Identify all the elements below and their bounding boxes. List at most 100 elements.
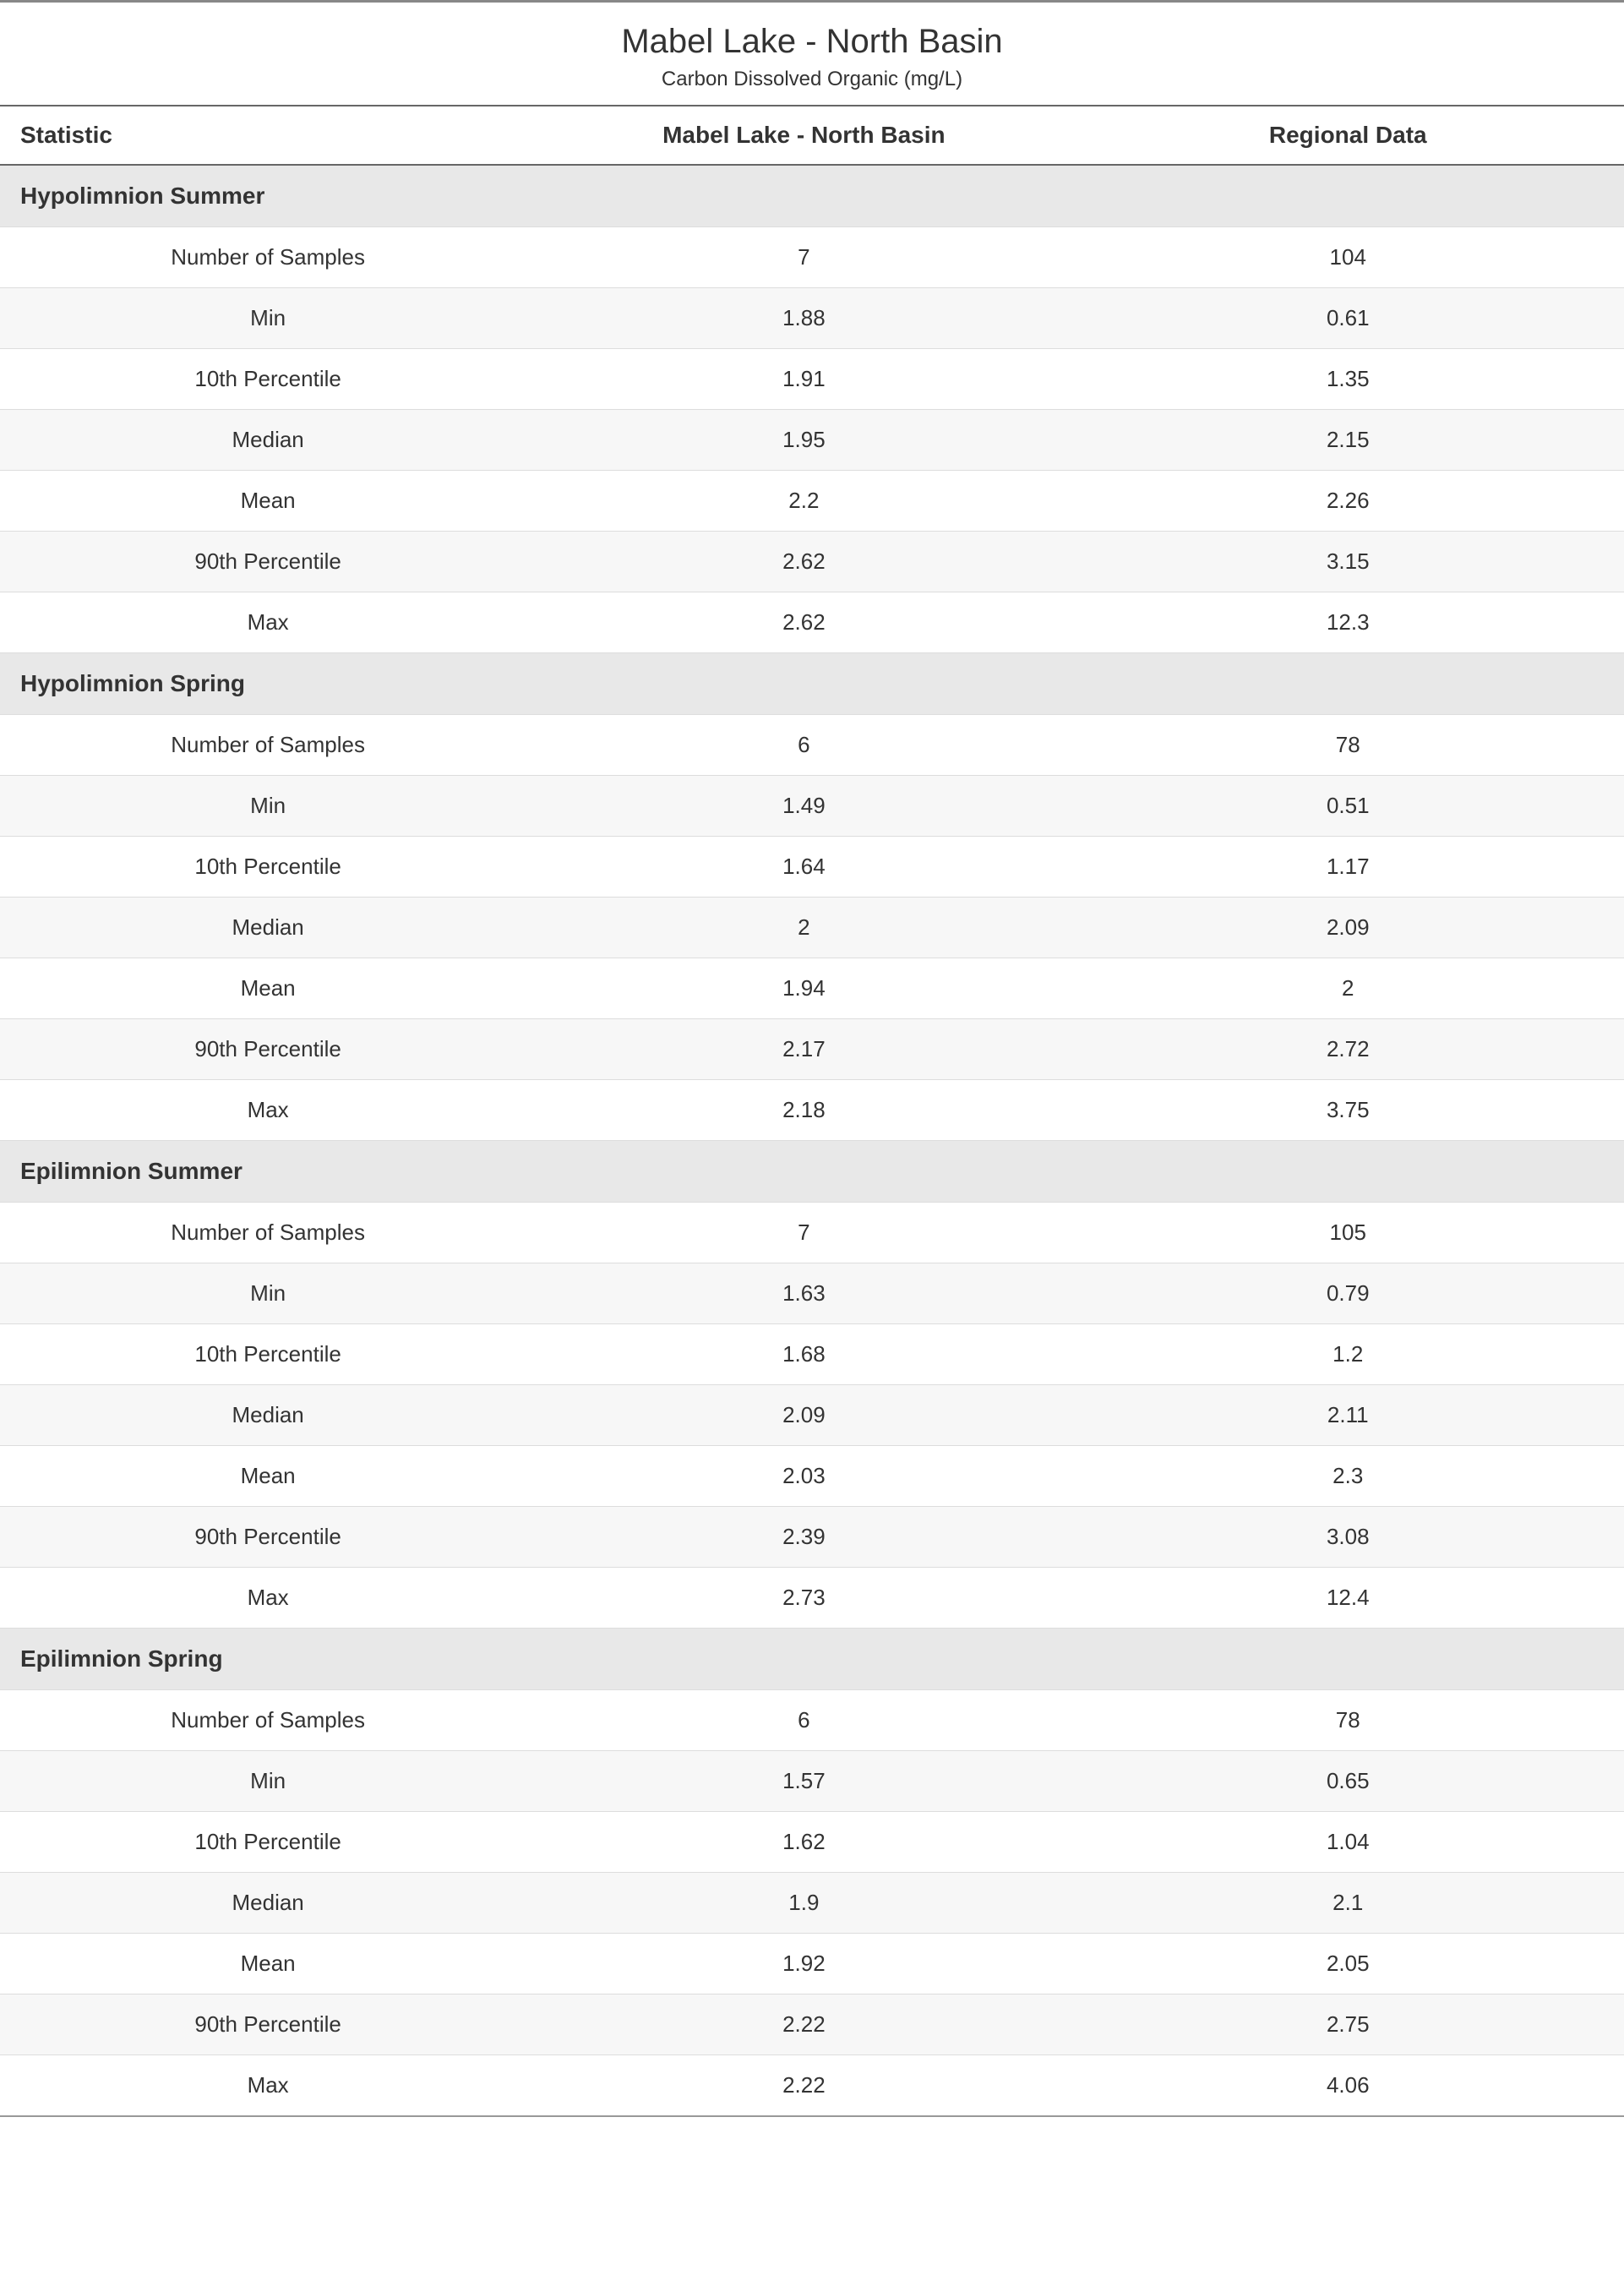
- stat-label: Median: [0, 898, 536, 958]
- regional-value: 78: [1072, 1690, 1624, 1751]
- section-title: Hypolimnion Summer: [0, 165, 1624, 227]
- section-title: Epilimnion Summer: [0, 1141, 1624, 1203]
- regional-value: 2.09: [1072, 898, 1624, 958]
- basin-value: 2.62: [536, 592, 1071, 653]
- stat-label: Mean: [0, 958, 536, 1019]
- regional-value: 2.75: [1072, 1994, 1624, 2055]
- table-row: 90th Percentile2.623.15: [0, 532, 1624, 592]
- table-row: 10th Percentile1.641.17: [0, 837, 1624, 898]
- regional-value: 2.11: [1072, 1385, 1624, 1446]
- basin-value: 6: [536, 715, 1071, 776]
- table-row: 90th Percentile2.393.08: [0, 1507, 1624, 1568]
- stat-label: 90th Percentile: [0, 1507, 536, 1568]
- report-subtitle: Carbon Dissolved Organic (mg/L): [0, 68, 1624, 91]
- regional-value: 4.06: [1072, 2055, 1624, 2117]
- regional-value: 3.15: [1072, 532, 1624, 592]
- table-row: Mean2.032.3: [0, 1446, 1624, 1507]
- regional-value: 3.75: [1072, 1080, 1624, 1141]
- regional-value: 0.65: [1072, 1751, 1624, 1812]
- stat-label: 90th Percentile: [0, 1994, 536, 2055]
- regional-value: 78: [1072, 715, 1624, 776]
- table-row: 10th Percentile1.681.2: [0, 1324, 1624, 1385]
- regional-value: 1.04: [1072, 1812, 1624, 1873]
- basin-value: 1.63: [536, 1263, 1071, 1324]
- stat-label: Max: [0, 1568, 536, 1629]
- report-title: Mabel Lake - North Basin: [0, 23, 1624, 61]
- regional-value: 2.1: [1072, 1873, 1624, 1934]
- table-row: Max2.6212.3: [0, 592, 1624, 653]
- table-row: Min1.630.79: [0, 1263, 1624, 1324]
- section-header-row: Epilimnion Spring: [0, 1629, 1624, 1690]
- basin-value: 1.9: [536, 1873, 1071, 1934]
- basin-value: 1.95: [536, 410, 1071, 471]
- regional-value: 1.17: [1072, 837, 1624, 898]
- table-row: Mean1.942: [0, 958, 1624, 1019]
- section-header-row: Epilimnion Summer: [0, 1141, 1624, 1203]
- regional-value: 0.79: [1072, 1263, 1624, 1324]
- report-container: Mabel Lake - North Basin Carbon Dissolve…: [0, 0, 1624, 2117]
- stat-label: Min: [0, 288, 536, 349]
- table-row: Median22.09: [0, 898, 1624, 958]
- table-row: 10th Percentile1.621.04: [0, 1812, 1624, 1873]
- stat-label: Number of Samples: [0, 715, 536, 776]
- regional-value: 12.4: [1072, 1568, 1624, 1629]
- basin-value: 2.03: [536, 1446, 1071, 1507]
- section-title: Hypolimnion Spring: [0, 653, 1624, 715]
- stat-label: 10th Percentile: [0, 1324, 536, 1385]
- stat-label: Mean: [0, 471, 536, 532]
- stat-label: Number of Samples: [0, 227, 536, 288]
- table-row: 90th Percentile2.222.75: [0, 1994, 1624, 2055]
- section-header-row: Hypolimnion Summer: [0, 165, 1624, 227]
- table-row: Mean2.22.26: [0, 471, 1624, 532]
- stat-label: Max: [0, 1080, 536, 1141]
- basin-value: 2.22: [536, 2055, 1071, 2117]
- basin-value: 1.68: [536, 1324, 1071, 1385]
- basin-value: 6: [536, 1690, 1071, 1751]
- regional-value: 2.15: [1072, 410, 1624, 471]
- basin-value: 2.22: [536, 1994, 1071, 2055]
- table-row: Median1.92.1: [0, 1873, 1624, 1934]
- table-row: Number of Samples678: [0, 1690, 1624, 1751]
- basin-value: 2.39: [536, 1507, 1071, 1568]
- stat-label: Mean: [0, 1446, 536, 1507]
- table-row: 10th Percentile1.911.35: [0, 349, 1624, 410]
- column-header-basin: Mabel Lake - North Basin: [536, 106, 1071, 165]
- table-row: Median2.092.11: [0, 1385, 1624, 1446]
- table-row: 90th Percentile2.172.72: [0, 1019, 1624, 1080]
- regional-value: 1.2: [1072, 1324, 1624, 1385]
- basin-value: 7: [536, 1203, 1071, 1263]
- table-row: Min1.880.61: [0, 288, 1624, 349]
- section-header-row: Hypolimnion Spring: [0, 653, 1624, 715]
- regional-value: 0.51: [1072, 776, 1624, 837]
- stat-label: Max: [0, 2055, 536, 2117]
- column-header-statistic: Statistic: [0, 106, 536, 165]
- stat-label: Median: [0, 410, 536, 471]
- regional-value: 12.3: [1072, 592, 1624, 653]
- regional-value: 1.35: [1072, 349, 1624, 410]
- basin-value: 2.73: [536, 1568, 1071, 1629]
- stat-label: 10th Percentile: [0, 349, 536, 410]
- basin-value: 1.91: [536, 349, 1071, 410]
- basin-value: 1.57: [536, 1751, 1071, 1812]
- table-row: Max2.183.75: [0, 1080, 1624, 1141]
- basin-value: 1.92: [536, 1934, 1071, 1994]
- basin-value: 1.64: [536, 837, 1071, 898]
- stat-label: Mean: [0, 1934, 536, 1994]
- table-row: Min1.570.65: [0, 1751, 1624, 1812]
- regional-value: 105: [1072, 1203, 1624, 1263]
- table-row: Number of Samples7105: [0, 1203, 1624, 1263]
- stat-label: Median: [0, 1873, 536, 1934]
- table-header-row: Statistic Mabel Lake - North Basin Regio…: [0, 106, 1624, 165]
- regional-value: 2.26: [1072, 471, 1624, 532]
- column-header-regional: Regional Data: [1072, 106, 1624, 165]
- stat-label: Min: [0, 776, 536, 837]
- basin-value: 1.49: [536, 776, 1071, 837]
- table-row: Max2.7312.4: [0, 1568, 1624, 1629]
- basin-value: 2.17: [536, 1019, 1071, 1080]
- basin-value: 2: [536, 898, 1071, 958]
- stat-label: Min: [0, 1263, 536, 1324]
- stat-label: 90th Percentile: [0, 1019, 536, 1080]
- basin-value: 2.18: [536, 1080, 1071, 1141]
- regional-value: 0.61: [1072, 288, 1624, 349]
- basin-value: 1.94: [536, 958, 1071, 1019]
